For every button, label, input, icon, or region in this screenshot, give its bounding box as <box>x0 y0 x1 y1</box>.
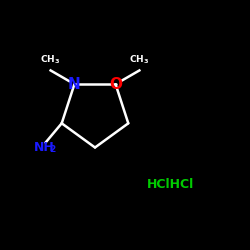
Text: O: O <box>109 77 122 92</box>
Text: NH: NH <box>34 141 55 154</box>
Text: 2: 2 <box>50 145 56 154</box>
Text: $\mathregular{CH_3}$: $\mathregular{CH_3}$ <box>129 54 150 66</box>
Text: N: N <box>68 77 81 92</box>
Text: HClHCl: HClHCl <box>146 178 194 192</box>
Text: $\mathregular{CH_3}$: $\mathregular{CH_3}$ <box>40 54 61 66</box>
